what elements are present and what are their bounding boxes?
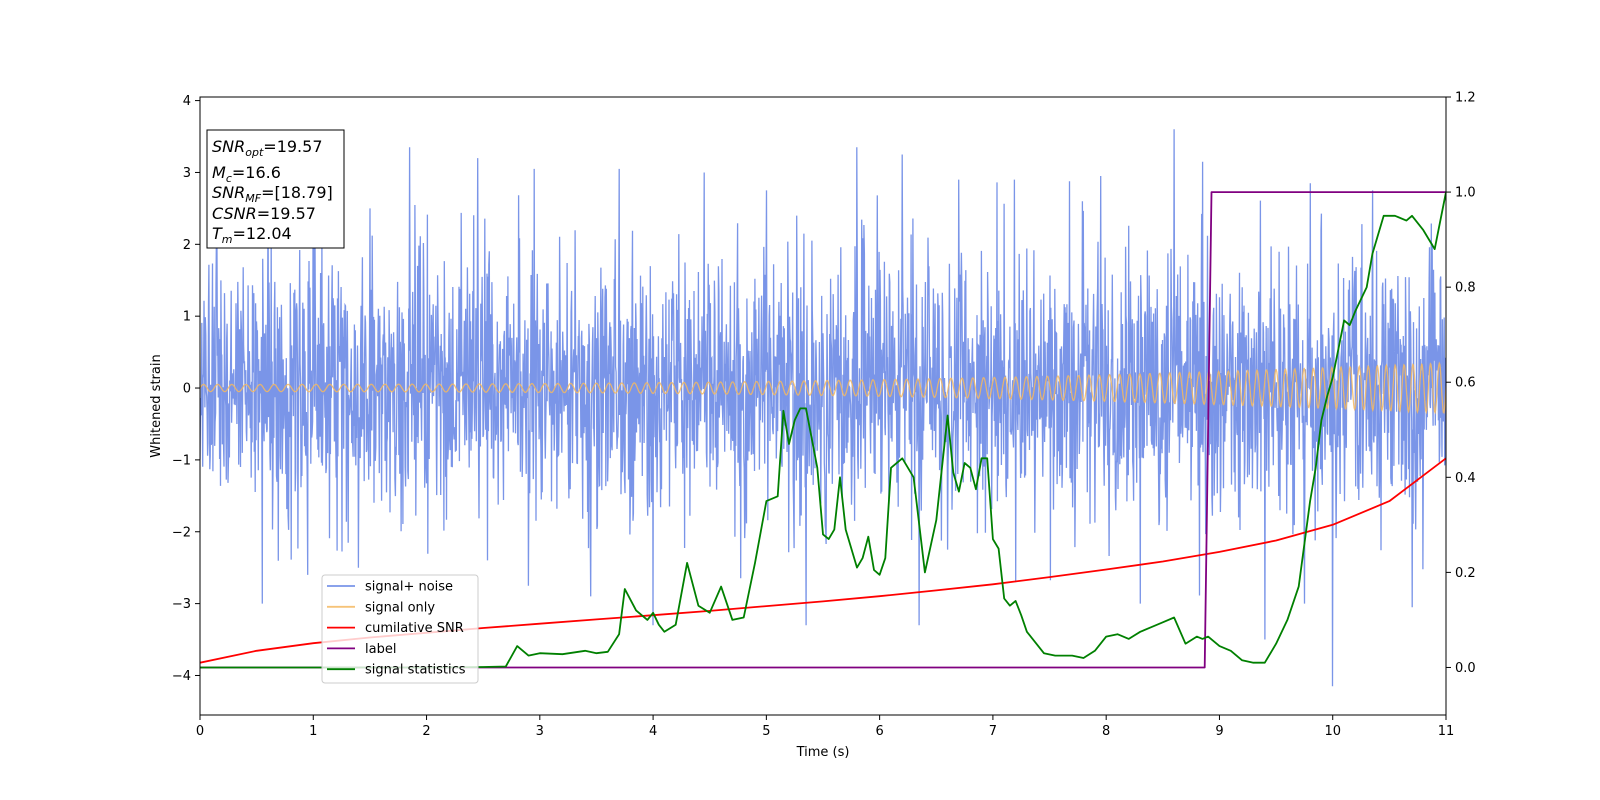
info-base: T xyxy=(212,224,223,243)
info-line: Mc=16.6 xyxy=(212,163,281,185)
info-subscript: m xyxy=(222,233,233,246)
info-base: CSNR xyxy=(212,204,257,223)
legend: signal+ noise signal only cumilative SNR la… xyxy=(321,574,479,684)
x-tick-label: 8 xyxy=(1102,724,1110,739)
x-tick-label: 1 xyxy=(309,724,317,739)
x-tick-label: 0 xyxy=(196,724,204,739)
legend-label: cumilative SNR xyxy=(365,621,464,636)
y-tick-label: 1 xyxy=(183,310,191,325)
info-line: Tm=12.04 xyxy=(212,224,292,246)
info-value: =16.6 xyxy=(232,163,281,182)
y2-tick-label: 1.0 xyxy=(1455,186,1476,201)
legend-label: signal only xyxy=(365,600,435,615)
info-line: SNRMF=[18.79] xyxy=(212,183,333,205)
x-axis-label: Time (s) xyxy=(796,745,850,760)
legend-frame xyxy=(321,574,479,684)
series-label xyxy=(200,191,1446,669)
plot-frame xyxy=(199,96,1447,716)
y-tick-label: −2 xyxy=(172,525,191,540)
y2-tick-label: 0.2 xyxy=(1455,566,1476,581)
x-tick-label: 9 xyxy=(1215,724,1223,739)
x-tick-label: 11 xyxy=(1438,724,1455,739)
y2-tick-label: 0.0 xyxy=(1455,661,1476,676)
info-value: =[18.79] xyxy=(261,183,333,202)
y2-tick-label: 0.8 xyxy=(1455,281,1476,296)
info-subscript: opt xyxy=(245,146,264,159)
info-value: =19.57 xyxy=(257,204,316,223)
info-box: SNRopt=19.57Mc=16.6SNRMF=[18.79]CSNR=19.… xyxy=(206,129,345,249)
y-tick-label: −4 xyxy=(172,669,191,684)
y-tick-label: 3 xyxy=(183,166,191,181)
x-tick-label: 6 xyxy=(875,724,883,739)
y-tick-label: 2 xyxy=(183,238,191,253)
y-tick-label: −3 xyxy=(172,597,191,612)
series-signal-only xyxy=(200,361,1446,415)
legend-label: label xyxy=(365,642,396,657)
x-tick-label: 7 xyxy=(989,724,997,739)
x-tick-label: 4 xyxy=(649,724,657,739)
legend-label: signal+ noise xyxy=(365,580,453,595)
info-subscript: c xyxy=(226,172,232,185)
info-subscript: MF xyxy=(245,192,261,205)
x-tick-label: 3 xyxy=(536,724,544,739)
info-line: SNRopt=19.57 xyxy=(212,137,323,159)
y2-tick-label: 0.6 xyxy=(1455,376,1476,391)
y-tick-label: −1 xyxy=(172,453,191,468)
y-axis-label: Whitened strain xyxy=(149,354,164,457)
axis-layer: 0 1 2 3 4 5 6 7 8 9 10 11 −4 −3 −2 −1 0 1 2 3 4 0.0 0.2 0.4 0.6 0… xyxy=(172,91,1476,740)
info-line: CSNR=19.57 xyxy=(212,204,316,223)
y2-tick-label: 1.2 xyxy=(1455,91,1476,106)
y-tick-label: 0 xyxy=(183,382,191,397)
info-value: =12.04 xyxy=(233,224,292,243)
series-signal-statistics xyxy=(200,191,1446,669)
info-base: M xyxy=(212,163,226,182)
legend-label: signal statistics xyxy=(365,663,466,678)
series-signal-noise xyxy=(200,129,1446,687)
info-box-frame xyxy=(206,129,345,249)
info-base: SNR xyxy=(212,137,245,156)
y-tick-label: 4 xyxy=(183,94,191,109)
info-base: SNR xyxy=(212,183,245,202)
info-value: =19.57 xyxy=(263,137,322,156)
x-tick-label: 10 xyxy=(1324,724,1341,739)
y2-tick-label: 0.4 xyxy=(1455,471,1476,486)
x-tick-label: 2 xyxy=(422,724,430,739)
x-tick-label: 5 xyxy=(762,724,770,739)
